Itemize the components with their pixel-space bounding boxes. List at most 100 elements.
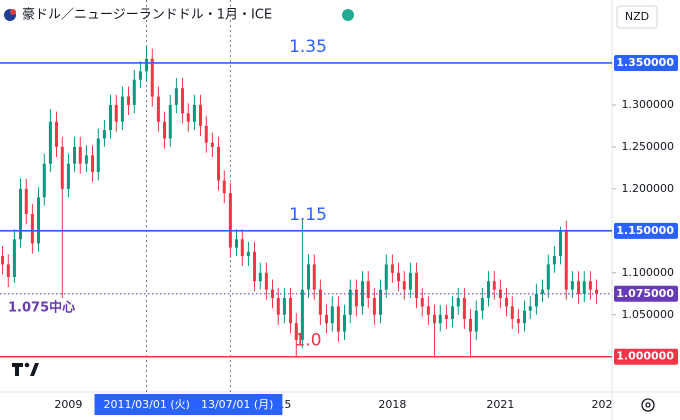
chart-title: 豪ドル／ニュージーランドドル・1月・ICE [22,7,272,23]
candle-body [564,230,568,290]
candle-body [282,297,286,315]
candle-body [114,104,118,122]
candle-body [570,281,574,290]
candle-body [330,306,334,324]
level-annotation: 1.075中心 [8,299,75,315]
tv-logo [12,362,39,376]
currency-button-label[interactable]: NZD [625,10,649,23]
candle-body [451,306,455,319]
candle-body [426,306,430,315]
candle-body [73,146,77,164]
candle-body [6,264,10,278]
level-annotation: 1.0 [294,331,321,351]
candle-body [420,297,424,307]
candle-body [1,256,5,265]
candle-body [96,138,100,173]
candle-body [379,289,383,315]
candle-body [294,323,298,340]
candle-body [91,155,95,173]
candle-body [456,297,460,307]
candle-body [235,239,239,248]
candle-body [559,230,563,257]
candle-body [156,96,160,122]
candle-body [19,188,23,240]
crosshair-label-box [94,394,283,415]
y-tick-label: 1.300000 [622,98,675,111]
x-tick-label: 2021 [486,398,514,411]
candle-body [228,193,232,248]
candle-body [510,306,514,319]
candle-body [307,264,311,290]
candle-body [528,306,532,311]
candle-body [204,125,208,143]
level-annotation: 1.35 [289,37,327,57]
status-dot [342,9,354,21]
candle-body [55,121,59,147]
candle-body [163,121,167,139]
candle-body [186,113,190,122]
candle-body [109,104,113,131]
candle-body [402,281,406,290]
price-label-box [614,54,678,71]
candle-body [150,58,154,97]
candle-body [492,281,496,290]
candle-body [438,314,442,324]
price-label-box [614,348,678,365]
currency-button[interactable] [616,5,658,29]
candle-body [240,239,244,257]
candle-body [372,297,376,315]
candle-body [78,146,82,164]
candle-body [300,289,304,340]
candle-body [210,142,214,147]
candle-body [60,146,64,189]
candle-body [480,297,484,311]
candle-body [264,272,268,290]
candle-body [325,314,329,324]
price-label-box [614,285,678,302]
candle-body [12,239,16,278]
candle-body [462,297,466,319]
settings-icon[interactable] [641,398,655,412]
candle-body [289,297,293,324]
candle-body [534,293,538,307]
candle-body [397,272,401,282]
candle-body [48,121,52,164]
candle-body [192,104,196,122]
candle-body [276,297,280,315]
crosshair-label: 2011/03/01 (火) 13/07/01 (月) [103,398,273,411]
candle-body [541,289,545,294]
candle-body [384,264,388,290]
price-label: 1.075000 [616,287,674,300]
candle-body [408,272,412,290]
y-tick-label: 1.100000 [622,266,675,279]
candle-body [588,281,592,290]
candle-body [24,188,28,215]
candle-body [390,264,394,273]
price-label: 1.150000 [616,224,674,237]
candle-body [505,297,509,307]
candle-body [343,314,347,332]
candle-body [523,310,527,324]
candle-body [444,314,448,319]
candle-body [312,264,316,290]
candle-body [577,281,581,294]
candle-body [120,96,124,122]
candle-body [552,256,556,265]
plot-area [0,0,612,392]
candle-body [433,314,437,324]
candle-body [30,214,34,244]
candle-body [336,306,340,332]
candle-body [138,71,142,80]
candle-body [42,163,46,198]
candle-body [222,180,226,194]
candle-body [174,88,178,105]
y-tick-label: 1.200000 [622,182,675,195]
candle-body [181,88,185,114]
price-label-box [614,222,678,239]
candle-body [366,281,370,298]
candle-body [546,264,550,290]
flag-icon [10,9,16,15]
candle-body [102,130,106,139]
